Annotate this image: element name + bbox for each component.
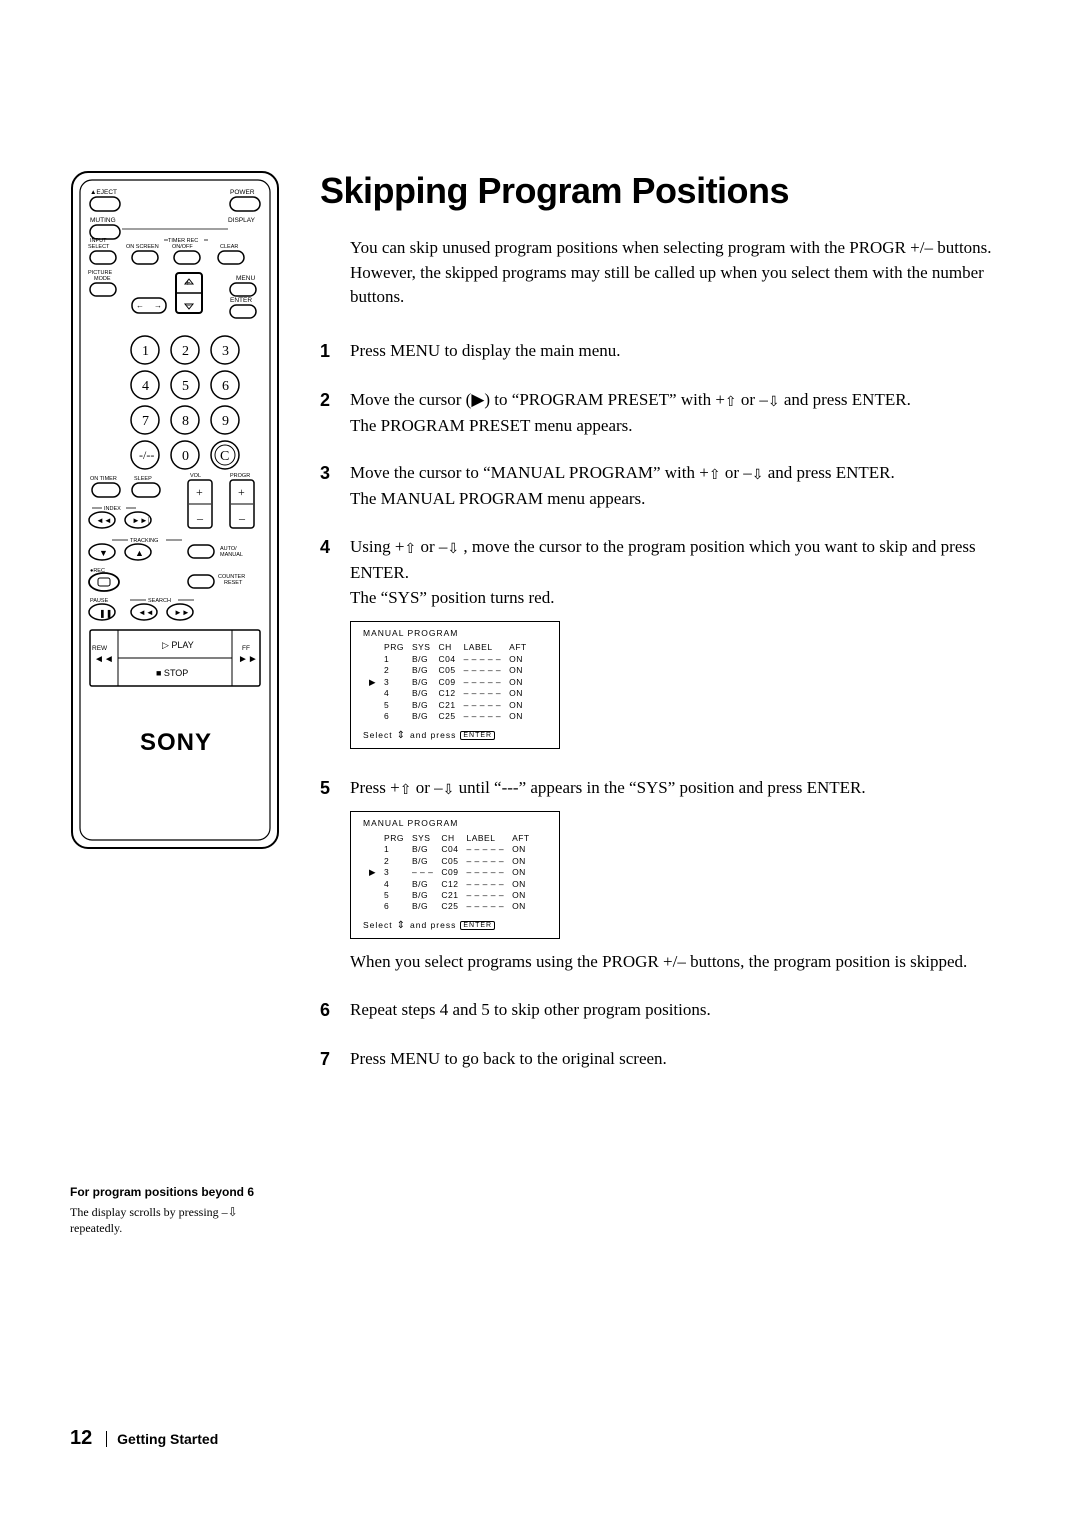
- svg-text:◄◄: ◄◄: [96, 516, 112, 525]
- steps-list: 1 Press MENU to display the main menu. 2…: [320, 338, 1020, 1073]
- svg-text:1: 1: [142, 344, 149, 359]
- svg-text:MODE: MODE: [94, 276, 111, 282]
- svg-text:REW: REW: [92, 645, 108, 652]
- step-7: 7 Press MENU to go back to the original …: [320, 1046, 1020, 1073]
- step-3: 3 Move the cursor to “MANUAL PROGRAM” wi…: [320, 460, 1020, 512]
- step-1: 1 Press MENU to display the main menu.: [320, 338, 1020, 365]
- svg-text:▲: ▲: [135, 548, 144, 558]
- svg-text:►►|: ►►|: [132, 516, 149, 525]
- svg-text:8: 8: [182, 414, 189, 429]
- remote-illustration: .lbl { font: 6.5px Arial, sans-serif; } …: [70, 170, 280, 850]
- svg-text:SLEEP: SLEEP: [134, 476, 152, 482]
- svg-text:PROGR: PROGR: [230, 473, 250, 479]
- step-body: Move the cursor to “MANUAL PROGRAM” with…: [350, 460, 1020, 512]
- step-body: Move the cursor (▶) to “PROGRAM PRESET” …: [350, 387, 1020, 439]
- svg-text:←: ←: [136, 301, 144, 310]
- svg-text:–: –: [238, 511, 246, 525]
- svg-text:ON SCREEN: ON SCREEN: [126, 244, 159, 250]
- svg-text:ON/OFF: ON/OFF: [172, 244, 193, 250]
- step-4: 4 Using +⇧ or –⇩ , move the cursor to th…: [320, 534, 1020, 753]
- svg-text:TRACKING: TRACKING: [130, 538, 158, 544]
- page-footer: 12 Getting Started: [70, 1427, 218, 1450]
- svg-text:INDEX: INDEX: [104, 506, 121, 512]
- svg-text:POWER: POWER: [230, 189, 255, 196]
- svg-text:5: 5: [182, 379, 189, 394]
- svg-text:▷ PLAY: ▷ PLAY: [162, 640, 194, 650]
- svg-text:FF: FF: [242, 645, 250, 652]
- step-5: 5 Press +⇧ or –⇩ until “---” appears in …: [320, 775, 1020, 975]
- svg-text:◄◄: ◄◄: [138, 608, 154, 617]
- svg-text:+: +: [196, 485, 203, 499]
- svg-text:→: →: [154, 301, 162, 310]
- svg-text:CLEAR: CLEAR: [220, 244, 238, 250]
- svg-text:►►: ►►: [174, 608, 190, 617]
- svg-text:–: –: [185, 300, 191, 310]
- svg-text:DISPLAY: DISPLAY: [228, 217, 256, 224]
- svg-text:ON TIMER: ON TIMER: [90, 476, 117, 482]
- svg-text:4: 4: [142, 379, 149, 394]
- svg-text:▼: ▼: [99, 548, 108, 558]
- svg-text:6: 6: [222, 379, 229, 394]
- step-body: Press MENU to display the main menu.: [350, 338, 1020, 365]
- intro-text: You can skip unused program positions wh…: [320, 236, 1020, 310]
- svg-text:VOL: VOL: [190, 473, 201, 479]
- step-body: Press MENU to go back to the original sc…: [350, 1046, 1020, 1073]
- manual-program-table-1: MANUAL PROGRAM PRG SYS CH LABEL AFT 1B/G…: [350, 621, 560, 749]
- svg-text:RESET: RESET: [224, 580, 243, 586]
- svg-text:►►: ►►: [238, 654, 258, 665]
- svg-text:■ STOP: ■ STOP: [156, 668, 188, 678]
- svg-text:2: 2: [182, 344, 189, 359]
- page-title: Skipping Program Positions: [320, 170, 1020, 212]
- svg-text:0: 0: [182, 449, 189, 464]
- step-6: 6 Repeat steps 4 and 5 to skip other pro…: [320, 997, 1020, 1024]
- svg-text:+: +: [238, 485, 245, 499]
- footnote: For program positions beyond 6 The displ…: [70, 1184, 280, 1237]
- svg-text:▲EJECT: ▲EJECT: [90, 189, 117, 196]
- svg-text:MUTING: MUTING: [90, 217, 116, 224]
- svg-text:C: C: [220, 449, 229, 464]
- svg-text:◄◄: ◄◄: [94, 654, 114, 665]
- svg-text:ENTER: ENTER: [230, 297, 252, 304]
- svg-text:3: 3: [222, 344, 229, 359]
- svg-text:PAUSE: PAUSE: [90, 598, 109, 604]
- svg-text:9: 9: [222, 414, 229, 429]
- svg-text:❚❚: ❚❚: [99, 609, 112, 618]
- step-body: Press +⇧ or –⇩ until “---” appears in th…: [350, 775, 1020, 975]
- step-body: Using +⇧ or –⇩ , move the cursor to the …: [350, 534, 1020, 753]
- manual-program-table-2: MANUAL PROGRAM PRG SYS CH LABEL AFT 1B/G…: [350, 811, 560, 939]
- svg-text:MANUAL: MANUAL: [220, 552, 243, 558]
- svg-text:-/--: -/--: [139, 448, 154, 462]
- step-body: Repeat steps 4 and 5 to skip other progr…: [350, 997, 1020, 1024]
- svg-text:MENU: MENU: [236, 275, 255, 282]
- svg-text:SONY: SONY: [140, 729, 212, 756]
- step-2: 2 Move the cursor (▶) to “PROGRAM PRESET…: [320, 387, 1020, 439]
- svg-text:SELECT: SELECT: [88, 244, 110, 250]
- svg-text:7: 7: [142, 414, 149, 429]
- svg-text:SEARCH: SEARCH: [148, 598, 171, 604]
- svg-text:–: –: [196, 511, 204, 525]
